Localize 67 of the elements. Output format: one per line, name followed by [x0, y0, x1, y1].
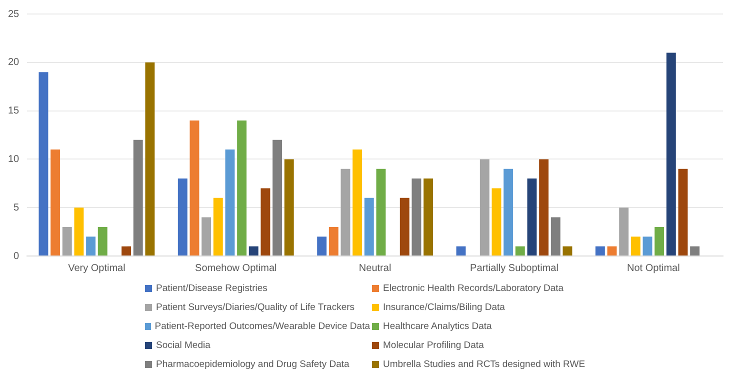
x-tick-label: Somehow Optimal	[195, 262, 277, 274]
x-tick-label: Neutral	[358, 262, 392, 274]
x-tick-label: Very Optimal	[68, 262, 126, 274]
x-tick-label: Not Optimal	[627, 262, 680, 274]
bar	[562, 246, 572, 256]
bar	[248, 246, 258, 256]
legend-label: Insurance/Claims/Biling Data	[383, 302, 505, 313]
bar	[527, 178, 537, 256]
legend-label: Healthcare Analytics Data	[383, 321, 492, 332]
bar	[619, 208, 629, 256]
legend-label: Pharmacoepidemiology and Drug Safety Data	[156, 359, 350, 370]
bar	[317, 236, 327, 256]
bar	[178, 178, 188, 256]
bar	[98, 226, 108, 256]
bar	[225, 150, 235, 256]
bar	[504, 168, 514, 256]
bar	[364, 198, 374, 256]
bar	[74, 208, 84, 256]
y-tick-label: 5	[14, 202, 20, 214]
bar	[539, 159, 549, 256]
bar	[654, 226, 664, 256]
bar	[202, 217, 212, 256]
y-tick-label: 15	[8, 106, 20, 117]
bar	[50, 150, 60, 256]
bar	[62, 226, 72, 256]
legend-label: Umbrella Studies and RCTs designed with RWE	[383, 359, 586, 370]
bar	[133, 140, 143, 256]
bar	[595, 246, 605, 256]
y-tick-label: 10	[8, 154, 20, 165]
legend-label: Social Media	[156, 340, 210, 351]
bar	[260, 188, 270, 256]
y-tick-label: 25	[8, 8, 20, 20]
bar	[86, 236, 96, 256]
bar	[284, 159, 294, 256]
bar	[190, 120, 200, 256]
bar	[400, 198, 410, 256]
bar	[480, 159, 490, 256]
bar	[690, 246, 700, 256]
bar	[328, 226, 338, 256]
bar	[340, 168, 350, 256]
bar	[272, 140, 282, 256]
y-tick-label: 20	[8, 57, 20, 68]
bar	[213, 198, 223, 256]
x-tick-label: Partially Suboptimal	[470, 262, 558, 274]
bar	[607, 246, 617, 256]
legend-label: Molecular Profiling Data	[383, 340, 484, 351]
bar	[412, 178, 422, 256]
bar	[642, 236, 652, 256]
bar	[550, 217, 560, 256]
legend-label: Electronic Health Records/Laboratory Data	[383, 283, 564, 294]
legend-label: Patient-Reported Outcomes/Wearable Device Data	[154, 321, 370, 332]
legend-label: Patient Surveys/Diaries/Quality of Life Trackers	[156, 302, 355, 313]
legend-label: Patient/Disease Registries	[156, 283, 268, 294]
bar	[492, 188, 502, 256]
bar	[678, 168, 688, 256]
bar	[456, 246, 466, 256]
bar	[237, 120, 247, 256]
bar	[424, 178, 434, 256]
bar	[376, 168, 386, 256]
bar	[352, 150, 362, 256]
bar	[145, 62, 155, 256]
bar	[38, 72, 48, 256]
bar	[666, 52, 676, 256]
bar	[122, 246, 132, 256]
bar	[630, 236, 640, 256]
y-tick-label: 0	[14, 250, 20, 262]
bar	[515, 246, 525, 256]
